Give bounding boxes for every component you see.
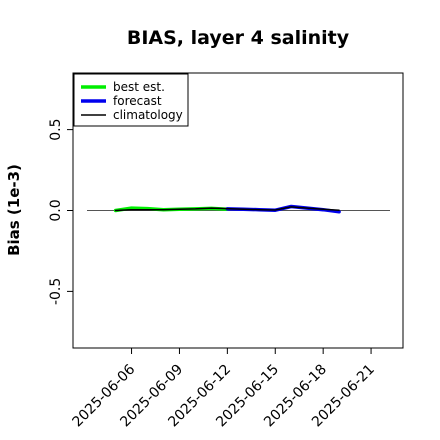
legend-label: best est. [113,80,165,94]
legend-label: forecast [113,94,162,108]
axes-layer: -0.50.00.52025-06-062025-06-092025-06-12… [48,118,378,430]
y-tick-label: -0.5 [48,278,64,305]
chart-title: BIAS, layer 4 salinity [127,27,350,49]
y-tick-label: 0.5 [48,118,64,140]
y-tick-label: 0.0 [48,199,64,221]
legend-label: climatology [113,108,183,122]
series-line-climatology [114,206,340,212]
y-axis-label: Bias (1e-3) [5,164,23,256]
series-layer [113,204,341,214]
